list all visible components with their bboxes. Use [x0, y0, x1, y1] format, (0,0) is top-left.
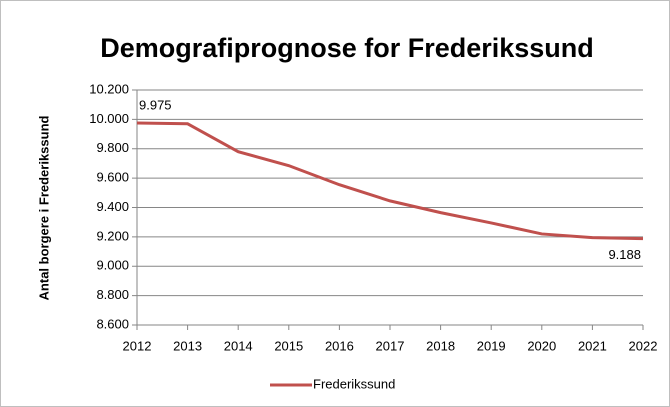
y-tick-label: 10.200 — [89, 81, 129, 96]
y-tick-label: 9.200 — [96, 228, 129, 243]
x-tick-label: 2017 — [376, 338, 405, 353]
y-tick-label: 10.000 — [89, 111, 129, 126]
y-tick-label: 9.400 — [96, 199, 129, 214]
y-tick-label: 8.600 — [96, 316, 129, 331]
x-tick-label: 2014 — [224, 338, 253, 353]
x-tick-label: 2019 — [477, 338, 506, 353]
x-tick-label: 2020 — [527, 338, 556, 353]
x-tick-label: 2018 — [426, 338, 455, 353]
series-line — [136, 121, 644, 241]
x-tick-label: 2013 — [173, 338, 202, 353]
data-label: 9.975 — [139, 97, 172, 112]
x-tick-label: 2015 — [274, 338, 303, 353]
legend-label: Frederikssund — [313, 376, 395, 391]
x-tick-label: 2012 — [123, 338, 152, 353]
x-tick-label: 2022 — [629, 338, 658, 353]
y-axis-label: Antal borgere i Frederikssund — [36, 115, 51, 300]
x-tick-label: 2016 — [325, 338, 354, 353]
chart-title: Demografiprognose for Frederikssund — [100, 33, 594, 63]
y-tick-label: 9.800 — [96, 140, 129, 155]
y-tick-label: 9.600 — [96, 170, 129, 185]
y-tick-label: 8.800 — [96, 287, 129, 302]
data-label: 9.188 — [608, 247, 641, 262]
x-tick-label: 2021 — [578, 338, 607, 353]
y-tick-label: 9.000 — [96, 258, 129, 273]
